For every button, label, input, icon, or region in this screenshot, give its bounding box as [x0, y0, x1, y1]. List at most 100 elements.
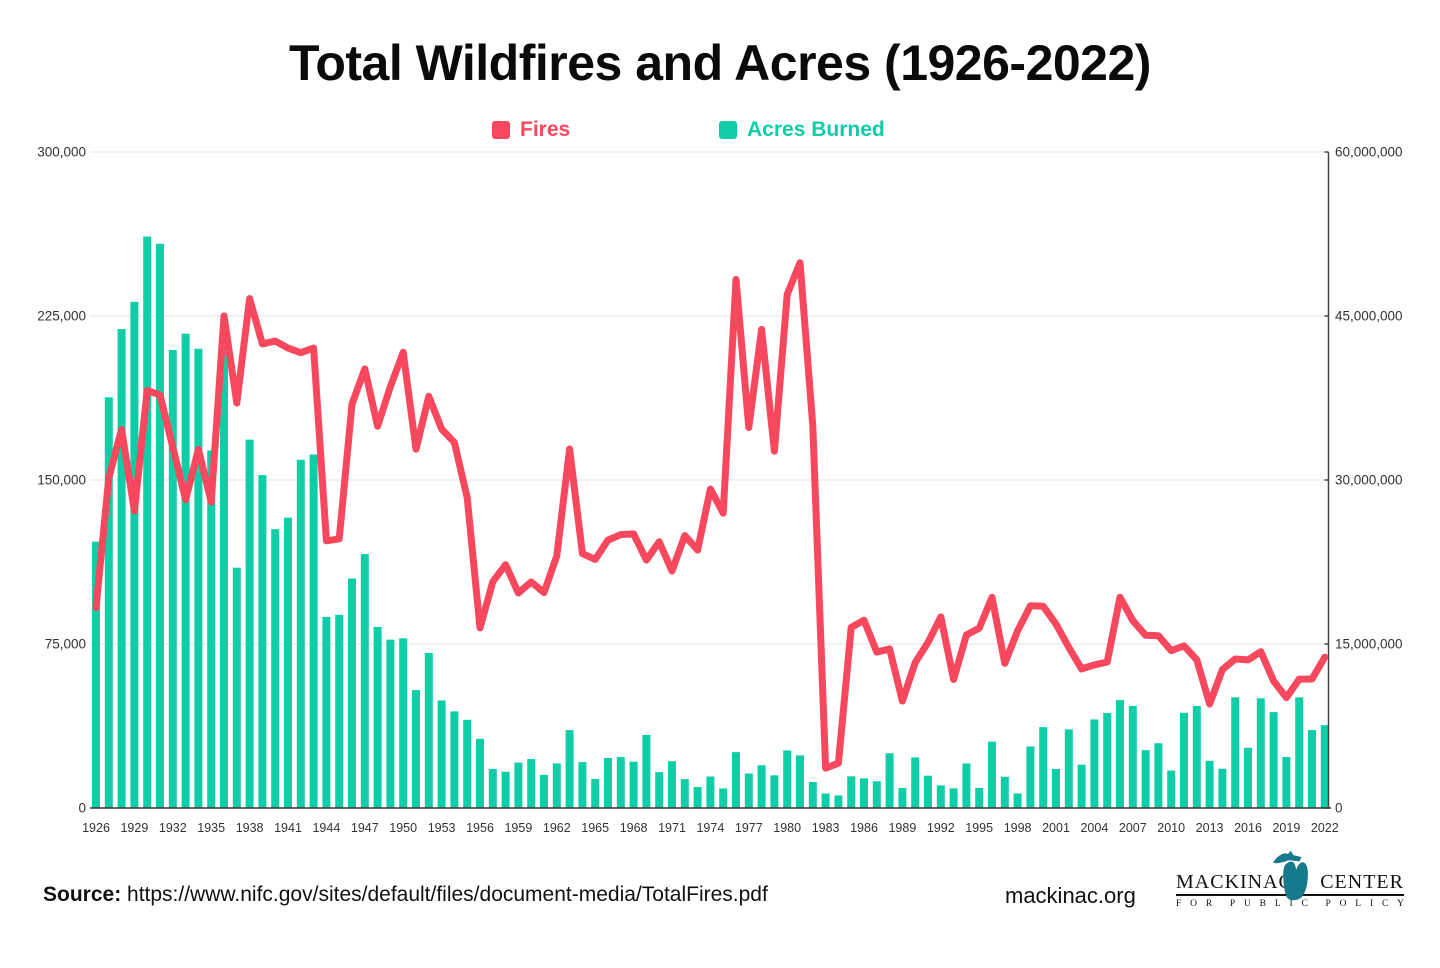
x-axis-tick-label: 1947	[351, 821, 379, 835]
acres-bar	[706, 776, 715, 808]
right-axis-tick-label: 45,000,000	[1335, 309, 1403, 324]
acres-swatch-icon	[719, 121, 737, 139]
acres-bar	[245, 439, 254, 808]
acres-bar	[655, 772, 664, 808]
acres-bar	[911, 757, 920, 808]
acres-bar	[1295, 697, 1304, 808]
acres-bar	[104, 397, 113, 808]
acres-bar	[284, 517, 292, 808]
acres-bar	[232, 567, 241, 808]
left-axis-tick-label: 75,000	[45, 637, 86, 652]
left-axis-tick-label: 300,000	[37, 145, 86, 160]
legend-item-acres: Acres Burned	[719, 118, 885, 142]
acres-bar	[220, 328, 228, 808]
acres-bar	[373, 626, 382, 808]
legend-label-fires: Fires	[520, 118, 571, 141]
x-axis-tick-label: 2004	[1080, 821, 1108, 835]
acres-bar	[719, 788, 728, 808]
acres-bar	[1026, 746, 1035, 808]
x-axis-tick-label: 1953	[428, 821, 456, 835]
acres-bar	[92, 541, 100, 808]
acres-bar	[1077, 764, 1086, 808]
logo-word-center: CENTER	[1320, 871, 1404, 893]
acres-bar	[1116, 700, 1124, 808]
acres-bar	[194, 348, 203, 808]
acres-bar	[629, 761, 638, 808]
acres-bar	[988, 741, 996, 808]
acres-bar	[399, 638, 408, 808]
x-axis-tick-label: 2013	[1196, 821, 1224, 835]
acres-bar	[1052, 768, 1060, 808]
x-axis-tick-label: 1956	[466, 821, 494, 835]
acres-bar	[1244, 747, 1252, 808]
right-axis-tick-label: 60,000,000	[1335, 145, 1403, 160]
x-axis-tick-label: 1998	[1004, 821, 1032, 835]
acres-bar	[1013, 793, 1022, 808]
acres-bar	[309, 454, 318, 808]
legend-item-fires: Fires	[492, 118, 570, 142]
acres-bar	[322, 616, 331, 808]
logo-subtitle-char: Y	[1397, 899, 1404, 909]
acres-bar	[847, 776, 856, 808]
acres-bar	[834, 795, 843, 808]
acres-bar	[271, 529, 280, 808]
acres-bar	[1103, 712, 1112, 808]
acres-bar	[181, 333, 190, 808]
acres-bar	[514, 762, 523, 808]
x-axis-tick-label: 1965	[581, 821, 609, 835]
michigan-mitten-icon	[1273, 850, 1308, 901]
right-axis-tick-label: 0	[1335, 801, 1343, 816]
source-label: Source:	[43, 883, 122, 906]
acres-bar	[1141, 750, 1150, 808]
acres-bar	[488, 768, 497, 808]
acres-bar	[437, 700, 446, 808]
acres-bar	[757, 765, 766, 808]
acres-bar	[783, 750, 792, 808]
x-axis-tick-label: 1926	[82, 821, 110, 835]
acres-bar	[770, 775, 779, 808]
x-axis-tick-label: 2016	[1234, 821, 1262, 835]
acres-bar	[424, 652, 433, 808]
logo-subtitle-char: C	[1381, 899, 1389, 909]
x-axis-tick-label: 1941	[274, 821, 302, 835]
x-axis-tick-label: 1935	[197, 821, 225, 835]
acres-bar	[1218, 768, 1227, 808]
acres-bar	[360, 554, 369, 808]
acres-bar	[1308, 730, 1316, 808]
x-axis-tick-label: 1995	[965, 821, 993, 835]
x-axis-tick-label: 1989	[888, 821, 916, 835]
x-axis-tick-label: 2019	[1272, 821, 1300, 835]
acres-bar	[962, 763, 971, 808]
source-note: Source: https://www.nifc.gov/sites/defau…	[43, 883, 768, 907]
x-axis-tick-label: 2007	[1119, 821, 1147, 835]
acres-bar	[207, 450, 216, 808]
acres-bar	[386, 639, 395, 808]
acres-bar	[540, 774, 548, 808]
site-link[interactable]: mackinac.org	[1005, 883, 1136, 908]
acres-bar	[1180, 712, 1188, 808]
right-axis-tick-label: 15,000,000	[1335, 637, 1403, 652]
page-title: Total Wildfires and Acres (1926-2022)	[289, 35, 1151, 91]
x-axis-tick-label: 1986	[850, 821, 878, 835]
x-axis-tick-label: 1977	[735, 821, 763, 835]
x-axis-tick-label: 1938	[236, 821, 264, 835]
acres-bar	[335, 614, 344, 808]
logo-subtitle-char: L	[1355, 899, 1362, 909]
acres-bar	[591, 779, 600, 808]
acres-bar	[924, 775, 932, 808]
x-axis-tick-label: 1974	[696, 821, 724, 835]
source-url[interactable]: https://www.nifc.gov/sites/default/files…	[127, 883, 768, 906]
x-axis-tick-label: 2001	[1042, 821, 1070, 835]
logo-subtitle-char: L	[1274, 899, 1281, 909]
logo-subtitle-char: F	[1176, 899, 1182, 909]
acres-bar	[744, 773, 753, 808]
x-axis-tick-label: 1980	[773, 821, 801, 835]
acres-bar	[578, 762, 587, 808]
x-axis-tick-label: 1944	[312, 821, 340, 835]
acres-bar	[168, 349, 177, 808]
acres-bar	[680, 779, 689, 808]
acres-bar	[604, 757, 612, 808]
acres-bar	[450, 711, 459, 808]
right-axis-tick-label: 30,000,000	[1335, 473, 1403, 488]
